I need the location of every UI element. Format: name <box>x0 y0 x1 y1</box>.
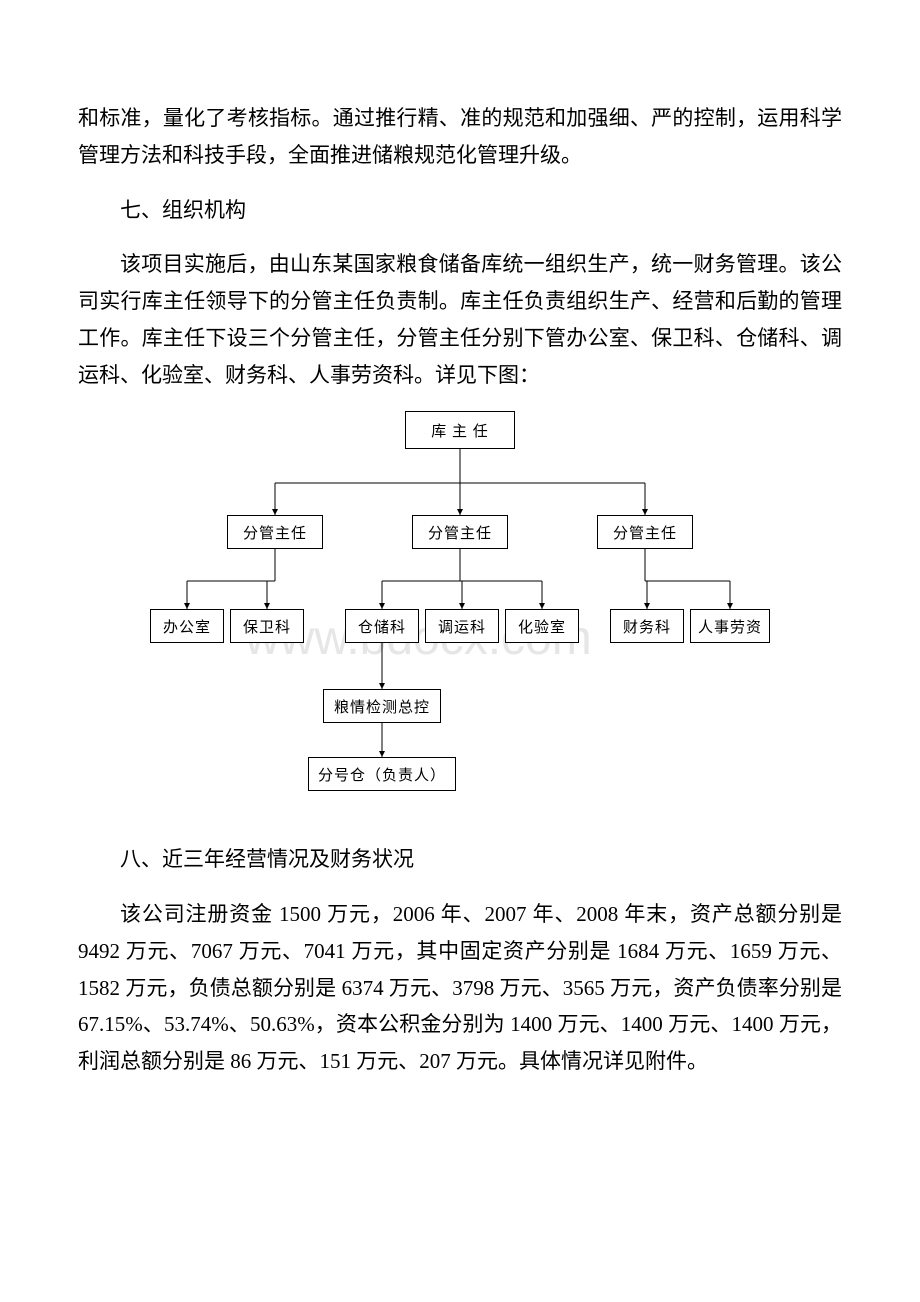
org-node-m3: 分管主任 <box>597 515 693 549</box>
para-2: 该项目实施后，由山东某国家粮食储备库统一组织生产，统一财务管理。该公司实行库主任… <box>78 246 842 393</box>
number: 207 <box>419 1049 451 1073</box>
number: 3565 <box>563 976 605 1000</box>
org-chart: www.bdocx.com 库 主 任分管主任分管主任分管主任办公室保卫科仓储科… <box>150 411 770 811</box>
org-node-d7: 人事劳资 <box>690 609 770 643</box>
number: 86 <box>230 1049 251 1073</box>
org-node-m1: 分管主任 <box>227 515 323 549</box>
org-node-d6: 财务科 <box>610 609 684 643</box>
number: 53.74% <box>164 1012 229 1036</box>
number: 1582 <box>78 976 120 1000</box>
number: 9492 <box>78 939 120 963</box>
number: 7067 <box>191 939 233 963</box>
number: 6374 <box>342 976 384 1000</box>
number: 7041 <box>304 939 346 963</box>
org-node-d5: 化验室 <box>505 609 579 643</box>
org-node-fh: 分号仓（负责人） <box>308 757 456 791</box>
org-node-d1: 办公室 <box>150 609 224 643</box>
number: 2007 <box>485 902 527 926</box>
number: 1400 <box>510 1012 552 1036</box>
para-1: 和标准，量化了考核指标。通过推行精、准的规范和加强细、严的控制，运用科学管理方法… <box>78 100 842 174</box>
number: 1659 <box>730 939 772 963</box>
number: 2006 <box>393 902 435 926</box>
number: 50.63% <box>250 1012 315 1036</box>
org-node-root: 库 主 任 <box>405 411 515 449</box>
org-node-d2: 保卫科 <box>230 609 304 643</box>
para-3: 该公司注册资金 1500 万元，2006 年、2007 年、2008 年末，资产… <box>78 896 842 1080</box>
number: 151 <box>320 1049 352 1073</box>
number: 67.15% <box>78 1012 143 1036</box>
org-node-kc: 粮情检测总控 <box>323 689 441 723</box>
number: 1500 <box>279 902 321 926</box>
number: 2008 <box>576 902 618 926</box>
org-node-d3: 仓储科 <box>345 609 419 643</box>
org-node-d4: 调运科 <box>425 609 499 643</box>
org-node-m2: 分管主任 <box>412 515 508 549</box>
heading-7: 七、组织机构 <box>78 192 842 229</box>
number: 3798 <box>452 976 494 1000</box>
number: 1400 <box>621 1012 663 1036</box>
number: 1400 <box>731 1012 773 1036</box>
number: 1684 <box>617 939 659 963</box>
heading-8: 八、近三年经营情况及财务状况 <box>78 841 842 878</box>
